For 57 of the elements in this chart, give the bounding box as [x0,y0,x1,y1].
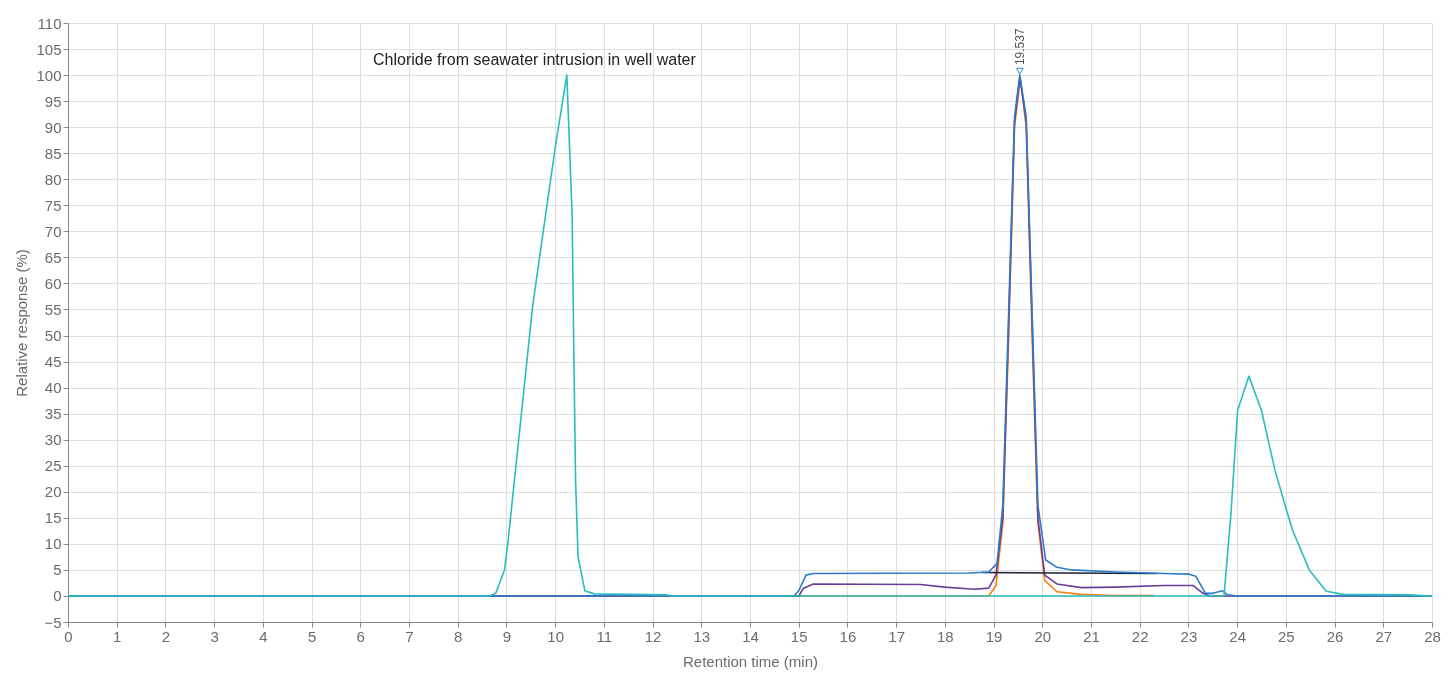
x-axis-title: Retention time (min) [682,652,819,670]
y-tick-label: 70 [44,222,62,240]
y-axis-title: Relative response (%) [13,249,31,397]
x-tick-label: 17 [888,627,905,645]
x-tick-label: 3 [210,627,219,645]
y-tick-label: 75 [44,196,62,214]
x-tick-label: 15 [790,627,808,645]
x-tick-label: 23 [1180,627,1198,645]
x-tick-label: 1 [113,627,122,645]
x-tick-label: 21 [1083,627,1100,645]
y-tick-label: 90 [44,118,62,136]
x-tick-label: 20 [1034,627,1052,645]
y-tick-label: 35 [44,405,62,423]
x-tick-label: 7 [405,627,414,645]
y-tick-label: −5 [44,613,62,631]
y-tick-label: 110 [37,14,62,32]
x-tick-label: 22 [1131,627,1149,645]
y-tick-label: 80 [44,170,62,188]
y-tick-label: 55 [44,300,62,318]
y-tick-label: 45 [44,353,62,371]
y-tick-label: 65 [44,248,62,266]
y-tick-label: 105 [36,40,62,58]
x-tick-label: 18 [937,627,954,645]
x-tick-label: 14 [742,627,759,645]
y-tick-label: 95 [44,92,62,110]
x-tick-label: 9 [502,627,512,645]
x-tick-label: 0 [64,627,73,645]
x-tick-label: 11 [596,627,613,645]
y-tick-label: 0 [53,587,62,605]
annotation: Chloride from seawater intrusion in well water [373,51,697,68]
y-tick-label: 30 [44,431,62,449]
y-tick-label: 5 [53,561,62,579]
x-tick-label: 6 [356,627,365,645]
x-tick-label: 12 [644,627,662,645]
x-tick-label: 8 [454,627,463,645]
x-tick-label: 4 [259,627,268,645]
y-tick-label: 10 [44,535,62,553]
x-tick-label: 28 [1424,627,1441,645]
y-tick-label: 20 [44,483,62,501]
x-tick-label: 26 [1326,627,1344,645]
x-tick-label: 2 [161,627,171,645]
x-tick-label: 16 [839,627,857,645]
y-tick-label: 60 [44,274,62,292]
y-tick-label: 50 [44,327,62,345]
y-tick-label: 40 [44,379,62,397]
x-tick-label: 10 [547,627,564,645]
y-tick-label: 15 [44,509,62,527]
x-tick-label: 27 [1375,627,1393,645]
x-tick-label: 13 [693,627,711,645]
y-tick-label: 100 [36,66,62,84]
y-tick-label: 85 [44,144,62,162]
y-tick-label: 25 [44,457,62,475]
x-tick-label: 25 [1278,627,1295,645]
annotation: 19.537 [1012,28,1027,66]
x-tick-label: 19 [985,627,1003,645]
x-tick-label: 5 [307,627,317,645]
x-tick-label: 24 [1229,627,1246,645]
